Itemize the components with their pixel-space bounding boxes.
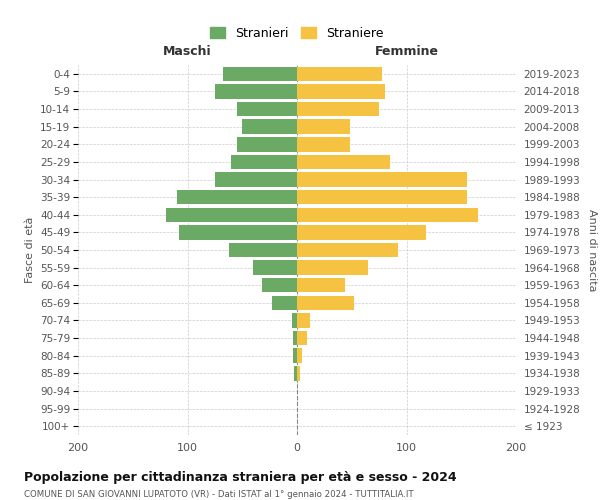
Bar (242, 120, 297, 134)
Bar (262, 278, 297, 292)
Bar (292, 314, 297, 328)
Bar (297, 314, 310, 328)
Bar (297, 102, 379, 117)
Bar (297, 278, 345, 292)
Bar (223, 66, 297, 81)
Bar (237, 102, 297, 117)
Bar (294, 366, 297, 380)
Bar (297, 366, 300, 380)
Bar (229, 243, 297, 257)
Bar (272, 296, 297, 310)
Text: Femmine: Femmine (374, 44, 439, 58)
Bar (215, 172, 297, 186)
Bar (297, 172, 467, 186)
Bar (297, 84, 385, 98)
Bar (297, 225, 426, 240)
Text: Popolazione per cittadinanza straniera per età e sesso - 2024: Popolazione per cittadinanza straniera p… (24, 471, 457, 484)
Y-axis label: Anni di nascita: Anni di nascita (587, 209, 597, 291)
Bar (215, 84, 297, 98)
Bar (297, 154, 390, 169)
Bar (293, 348, 297, 363)
Bar (297, 331, 307, 345)
Bar (166, 208, 297, 222)
Bar (179, 225, 297, 240)
Bar (297, 137, 350, 152)
Y-axis label: Fasce di età: Fasce di età (25, 217, 35, 283)
Bar (297, 208, 478, 222)
Bar (297, 190, 467, 204)
Text: COMUNE DI SAN GIOVANNI LUPATOTO (VR) - Dati ISTAT al 1° gennaio 2024 - TUTTITALI: COMUNE DI SAN GIOVANNI LUPATOTO (VR) - D… (24, 490, 413, 499)
Bar (293, 331, 297, 345)
Text: Maschi: Maschi (163, 44, 212, 58)
Bar (297, 296, 354, 310)
Bar (237, 137, 297, 152)
Bar (297, 66, 382, 81)
Bar (232, 154, 297, 169)
Bar (297, 120, 350, 134)
Legend: Stranieri, Straniere: Stranieri, Straniere (206, 23, 388, 44)
Bar (297, 348, 302, 363)
Bar (176, 190, 297, 204)
Bar (297, 260, 368, 275)
Bar (253, 260, 297, 275)
Bar (297, 243, 398, 257)
